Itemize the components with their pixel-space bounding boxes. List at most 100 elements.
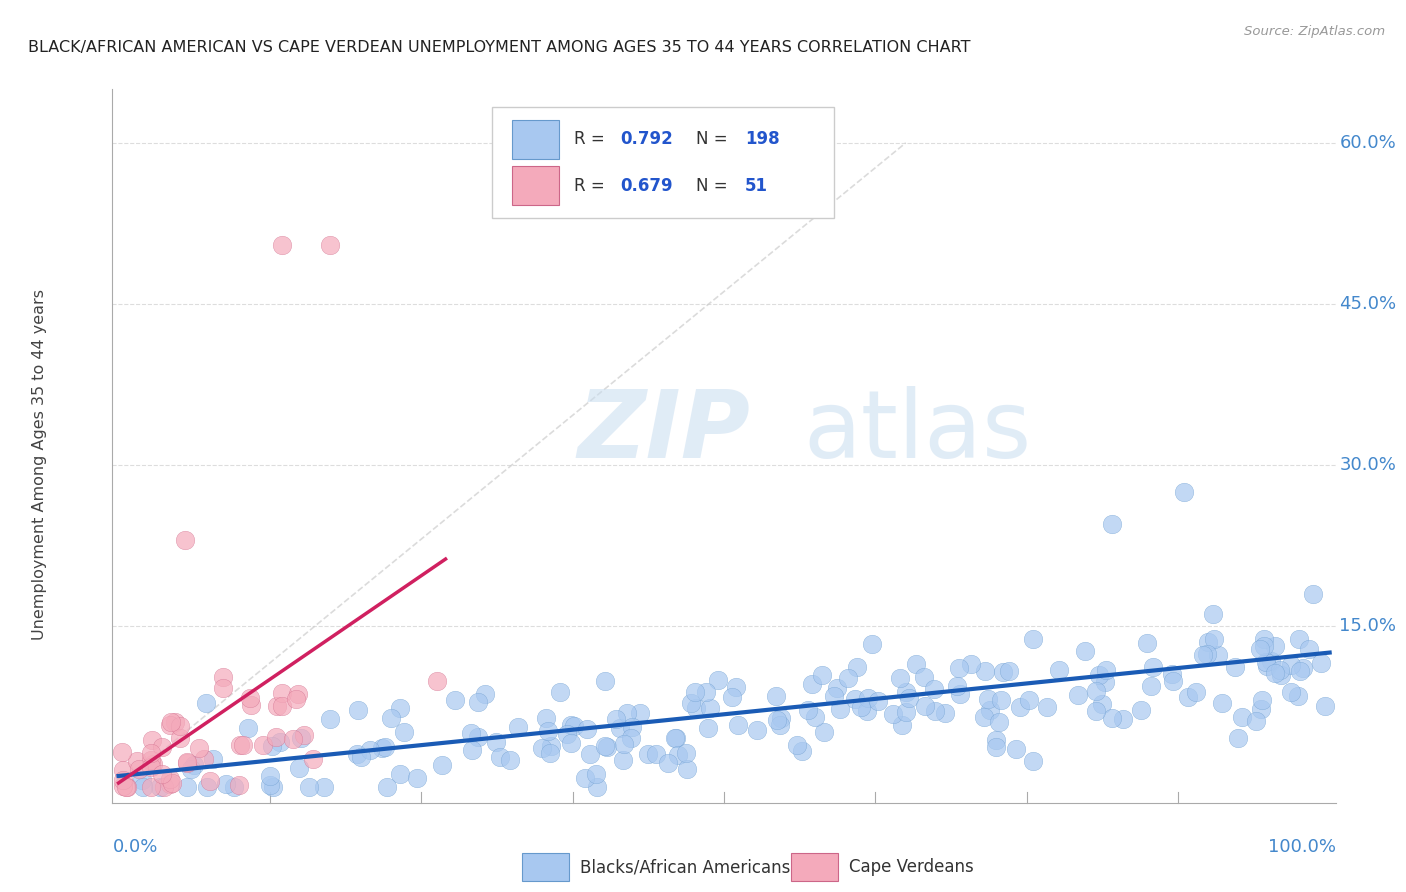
Point — [560, 718, 582, 732]
Point — [924, 682, 946, 697]
Point — [183, 757, 205, 772]
Text: Source: ZipAtlas.com: Source: ZipAtlas.com — [1244, 25, 1385, 38]
Point — [540, 739, 562, 753]
Point — [359, 742, 381, 756]
Point — [976, 692, 998, 706]
Point — [948, 660, 970, 674]
Point — [1310, 656, 1333, 670]
Point — [112, 779, 135, 793]
Point — [697, 721, 720, 735]
Point — [1084, 683, 1107, 698]
Text: 0.0%: 0.0% — [112, 838, 157, 856]
Point — [993, 665, 1015, 679]
Point — [747, 723, 769, 738]
FancyBboxPatch shape — [492, 107, 834, 218]
Point — [973, 710, 995, 724]
Text: 100.0%: 100.0% — [1268, 838, 1336, 856]
Point — [283, 731, 305, 746]
Point — [159, 777, 181, 791]
Point — [1230, 710, 1253, 724]
Point — [998, 665, 1021, 679]
Point — [889, 671, 911, 685]
Point — [474, 686, 496, 700]
Point — [266, 699, 288, 714]
Point — [786, 738, 808, 752]
Point — [1010, 700, 1032, 714]
Point — [114, 780, 136, 794]
Point — [1184, 685, 1206, 699]
Point — [860, 637, 883, 651]
Point — [856, 704, 879, 718]
Text: atlas: atlas — [804, 385, 1032, 478]
Text: N =: N = — [696, 177, 733, 194]
Point — [1251, 692, 1274, 706]
Point — [882, 706, 904, 721]
Point — [800, 677, 823, 691]
Point — [260, 739, 283, 754]
Point — [605, 712, 627, 726]
Point — [681, 696, 703, 710]
Point — [389, 700, 412, 714]
Point — [924, 704, 946, 718]
Point — [896, 685, 918, 699]
Point — [1264, 666, 1286, 681]
Point — [813, 725, 835, 739]
Point — [1279, 685, 1302, 699]
Point — [894, 706, 917, 720]
Point — [934, 706, 956, 720]
Point — [262, 780, 284, 794]
Point — [1021, 754, 1043, 768]
Point — [804, 709, 827, 723]
Point — [232, 738, 254, 752]
Point — [111, 745, 134, 759]
Point — [259, 769, 281, 783]
Point — [1095, 663, 1118, 677]
Point — [1160, 666, 1182, 681]
Point — [1018, 692, 1040, 706]
Point — [141, 733, 163, 747]
Point — [1292, 661, 1315, 675]
Point — [430, 757, 453, 772]
Point — [176, 756, 198, 770]
Text: 60.0%: 60.0% — [1340, 134, 1396, 152]
Point — [266, 730, 288, 744]
Text: R =: R = — [574, 177, 610, 194]
Point — [765, 689, 787, 703]
Point — [613, 737, 636, 751]
Point — [1088, 667, 1111, 681]
Point — [685, 701, 707, 715]
Point — [195, 780, 218, 794]
Point — [1249, 642, 1271, 657]
Point — [202, 751, 225, 765]
Point — [236, 721, 259, 735]
Point — [159, 718, 181, 732]
Point — [195, 697, 218, 711]
Point — [1202, 607, 1225, 622]
Point — [1195, 647, 1218, 661]
Text: 51: 51 — [745, 177, 768, 194]
Point — [406, 771, 429, 785]
Point — [560, 735, 582, 749]
Text: 30.0%: 30.0% — [1340, 456, 1396, 474]
Point — [823, 689, 845, 703]
Point — [990, 692, 1012, 706]
Point — [769, 711, 792, 725]
Point — [1226, 731, 1249, 746]
Point — [628, 706, 651, 720]
Point — [1101, 711, 1123, 725]
Point — [163, 714, 186, 729]
Text: 15.0%: 15.0% — [1340, 616, 1396, 635]
Point — [125, 754, 148, 768]
Point — [645, 747, 668, 761]
Point — [769, 718, 792, 732]
Point — [666, 747, 689, 762]
Point — [537, 724, 560, 739]
Point — [314, 780, 336, 794]
Point — [1140, 680, 1163, 694]
Point — [174, 533, 197, 547]
Point — [141, 753, 163, 767]
Text: 0.792: 0.792 — [620, 130, 673, 148]
Point — [1142, 660, 1164, 674]
Point — [1129, 703, 1152, 717]
Point — [844, 692, 866, 706]
